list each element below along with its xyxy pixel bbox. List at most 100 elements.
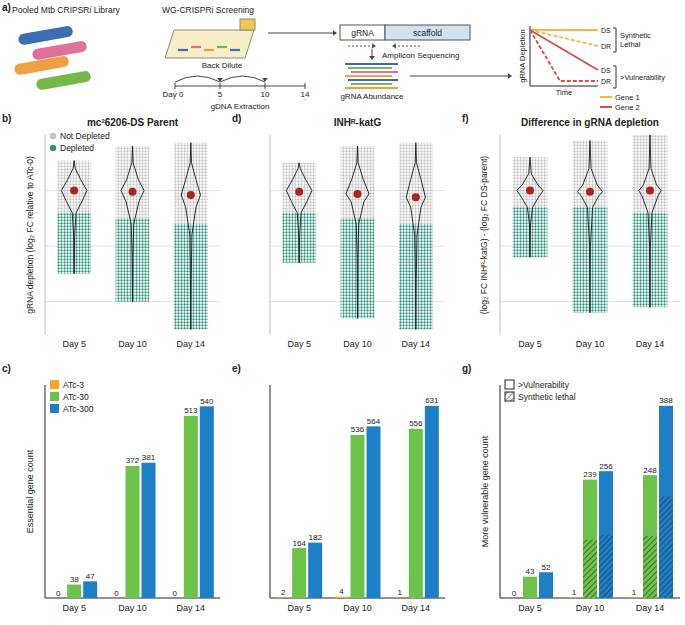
data-label: 182 — [308, 533, 322, 542]
figure: a)Pooled Mtb CRIPSRi LibraryWG-CRISPRi S… — [0, 0, 685, 625]
group-label-line: Lethal — [620, 40, 641, 49]
legend-swatch — [505, 380, 514, 389]
plot-area — [276, 406, 439, 598]
culture-mark — [204, 49, 214, 51]
timeline-label: 10 — [261, 90, 270, 99]
data-label: 43 — [526, 567, 535, 576]
panel-label: c) — [2, 363, 11, 374]
bar — [276, 597, 290, 598]
data-label: 0 — [173, 589, 178, 598]
axis-line — [270, 135, 271, 335]
bar — [51, 598, 65, 599]
legend-label: ATc-300 — [63, 404, 94, 414]
culture-mark — [191, 46, 201, 48]
panel-label: b) — [2, 113, 11, 124]
tick-label: Day 14 — [636, 603, 665, 613]
bar — [126, 466, 140, 598]
violin — [181, 143, 200, 330]
bar — [184, 416, 198, 598]
extraction-mark — [220, 99, 221, 101]
bar-hatched — [523, 598, 537, 599]
legend-swatch — [50, 133, 56, 139]
axis-label: Time — [556, 88, 572, 97]
tick-label: Day 5 — [287, 339, 311, 349]
group-label: >Vulnerability — [620, 73, 665, 82]
amplicon — [345, 63, 398, 65]
tick-label: Day 14 — [402, 339, 431, 349]
gene2-dr — [530, 30, 598, 81]
bar — [659, 406, 673, 598]
bar — [83, 581, 97, 598]
legend-swatch — [50, 404, 59, 413]
plot-area — [513, 135, 668, 313]
bar — [200, 406, 214, 598]
arrow-head — [372, 43, 376, 49]
grna-box — [340, 25, 385, 40]
legend-swatch — [50, 380, 59, 389]
line-label: DR — [601, 78, 611, 85]
bar — [308, 543, 322, 598]
bar-hatched — [627, 598, 641, 599]
axis-line — [530, 86, 598, 87]
data-label: 388 — [659, 396, 673, 405]
back-dilute-arc — [175, 76, 220, 82]
bar-hatched — [599, 535, 613, 598]
diagram-text: Back Dilute — [202, 61, 243, 70]
gene1-ds — [530, 29, 598, 31]
arrow — [372, 49, 373, 56]
bar — [367, 426, 381, 598]
diagram-text: Amplicon Sequencing — [382, 51, 459, 60]
legend-swatch — [50, 145, 56, 151]
extraction-mark — [265, 99, 266, 101]
bar — [599, 471, 613, 598]
bar-hatched — [583, 540, 597, 598]
group-label-line: Synthetic — [620, 31, 651, 40]
plot-area — [57, 143, 208, 330]
median-dot — [412, 193, 420, 201]
panel-label: f) — [462, 113, 469, 124]
axis-line — [500, 135, 501, 335]
violin — [577, 141, 602, 313]
data-label: 556 — [409, 419, 423, 428]
legend-swatch — [505, 392, 514, 401]
panel-label: e) — [232, 363, 241, 374]
primer-arrow — [396, 46, 420, 47]
violin — [121, 146, 144, 302]
extraction-mark — [175, 99, 176, 101]
flask-cap — [240, 19, 255, 30]
gene-legend-swatch — [600, 106, 612, 108]
tick-label: Day 10 — [118, 339, 147, 349]
tick-label: Day 14 — [402, 603, 431, 613]
primer-arrow — [348, 46, 372, 47]
timeline-label: Day 0 — [163, 90, 184, 99]
tick-label: Day 10 — [343, 339, 372, 349]
tick-label: Day 14 — [636, 339, 665, 349]
data-label: 513 — [184, 406, 198, 415]
diagram-text: gRNA — [351, 28, 374, 38]
gene-legend-label: Gene 1 — [615, 93, 640, 102]
axis-line — [500, 385, 501, 598]
data-label: 52 — [542, 563, 551, 572]
culture-mark — [217, 46, 227, 48]
bar — [393, 597, 407, 598]
bracket — [613, 66, 616, 88]
arrow-head — [369, 56, 375, 60]
violin — [61, 161, 87, 274]
back-dilute-arc — [220, 76, 265, 82]
tick-label: Day 10 — [118, 603, 147, 613]
bar — [627, 597, 641, 598]
data-label: 0 — [114, 589, 119, 598]
data-label: 0 — [56, 589, 61, 598]
data-label: 164 — [292, 539, 306, 548]
axis-label: (log₂ FC INHᴿ-katG) - (log₂ FC DS-parent… — [479, 156, 489, 314]
violin — [517, 157, 543, 257]
title: mc²6206-DS Parent — [87, 117, 179, 128]
legend-label: >Vulnerability — [518, 380, 570, 390]
timeline-label: 14 — [301, 90, 310, 99]
data-label: 631 — [425, 396, 439, 405]
axis-line — [530, 26, 531, 86]
gene-legend-label: Gene 2 — [615, 103, 640, 112]
plot-area — [282, 143, 433, 330]
median-dot — [70, 187, 78, 195]
bar-hatched — [539, 598, 553, 599]
